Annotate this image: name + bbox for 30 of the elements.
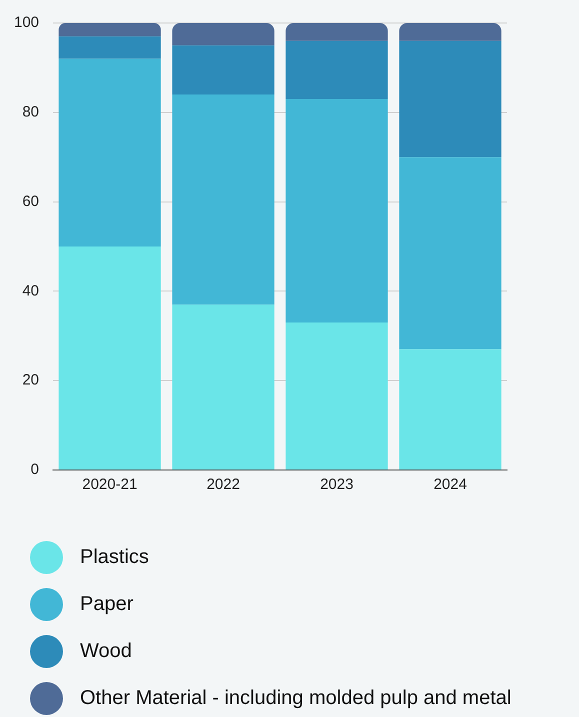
- bar: [58, 246, 161, 470]
- legend-label: Wood: [80, 640, 132, 663]
- bar: [58, 36, 161, 59]
- y-tick-label: 40: [22, 282, 40, 300]
- y-tick-label: 20: [22, 372, 40, 389]
- x-tick-label: 2020-21: [82, 476, 138, 494]
- bar: [286, 322, 388, 470]
- y-tick-label: 0: [30, 461, 40, 478]
- bar: [172, 23, 274, 46]
- legend-label: Paper: [80, 593, 134, 616]
- bar: [286, 23, 388, 41]
- bar: [286, 98, 388, 322]
- y-tick-label: 60: [22, 192, 40, 210]
- bar: [172, 94, 274, 305]
- bar: [399, 157, 502, 350]
- y-tick-label: 80: [22, 104, 40, 121]
- x-tick-label: 2024: [434, 476, 467, 494]
- bar: [58, 58, 161, 246]
- x-tick-label: 2022: [206, 476, 240, 494]
- y-tick-label: 100: [14, 14, 40, 32]
- bar: [399, 349, 502, 470]
- bar: [172, 304, 274, 470]
- bar: [58, 23, 161, 36]
- legend-label: Other Material - including molded pulp and metal: [80, 687, 512, 710]
- x-tick-label: 2023: [320, 476, 354, 494]
- legend-label: Plastics: [80, 546, 149, 569]
- bar: [172, 45, 274, 95]
- bar: [399, 23, 502, 41]
- bar: [286, 40, 388, 99]
- bar: [399, 40, 502, 158]
